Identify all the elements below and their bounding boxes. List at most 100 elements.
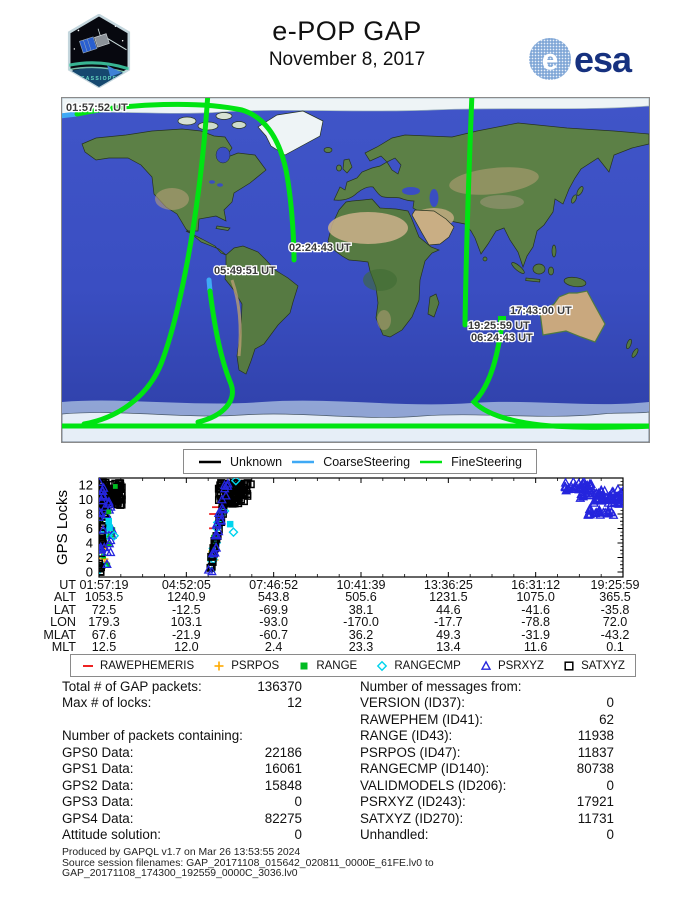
series-legend-label: SATXYZ [581,659,625,672]
axis-table-cell: 16:31:12 [511,578,561,592]
series-legend-item: SATXYZ [562,660,625,672]
stats-label: GPS0 Data: [62,744,134,760]
patch-mission-name: CASSIOPE [81,76,117,82]
marker-psrxyz [607,495,618,505]
series-legend-label: PSRPOS [231,659,280,672]
stats-row: Attitude solution: 0 [62,827,302,843]
stats-value: 11938 [577,728,614,744]
stats-value: 16061 [264,761,302,777]
axis-table-cell: 543.8 [257,590,290,605]
footer-source-files-2: GAP_20171108_174300_192559_0000C_3036.lv… [62,868,298,880]
stats-row: GPS3 Data: 0 [62,794,302,810]
legend-line-swatch [292,460,315,463]
axis-table-row-header: UT [59,578,76,592]
stats-value: 22186 [264,744,302,760]
axis-table-cell: -170.0 [343,615,379,630]
stats-label: Total # of GAP packets: [62,679,202,694]
track-1743-descent [470,320,657,430]
axis-table-row-header: MLT [51,640,76,655]
stats-row: PSRPOS (ID47): 11837 [360,745,614,761]
series-legend-item: PSRXYZ [479,660,544,672]
esa-globe-e: e [542,44,559,77]
series-legend-label: RANGE [316,659,358,672]
marker-psrxyz [99,507,105,517]
marker-satxyz [246,480,255,489]
axis-table-cell: 72.0 [602,615,628,630]
series-marker-swatch [300,662,308,669]
marker-psrxyz [597,495,607,505]
steering-legend-item: FineSteering [419,455,522,469]
track-1925-end [462,90,475,328]
stats-row: Unhandled: 0 [360,827,614,843]
axis-table-cell: -93.0 [259,615,289,630]
marker-satxyz [239,483,248,492]
marker-psrxyz [105,546,116,557]
series-legend-label: RAWEPHEMERIS [100,659,195,672]
stats-value: 82275 [264,810,302,826]
marker-satxyz [243,491,252,500]
marker-rangecmp [106,524,113,532]
axis-table-cell: -35.8 [600,602,630,617]
axis-table-cell: 49.3 [436,627,461,642]
marker-psrxyz [99,478,105,486]
marker-satxyz [113,499,122,508]
marker-psrxyz [203,564,214,574]
marker-satxyz [231,493,240,502]
marker-psrxyz [569,482,580,492]
marker-satxyz [108,493,117,502]
stats-row: Number of messages from: [360,679,614,695]
plot-frame [98,477,624,578]
stats-label: Max # of locks: [62,695,152,711]
legend-label: FineSteering [451,454,522,469]
marker-psrxyz [217,502,227,513]
marker-rangecmp [228,527,239,538]
marker-psrxyz [576,479,587,490]
axis-table-cell: 23.3 [348,640,374,655]
stats-value: 11837 [577,744,614,760]
axis-table-cell: 365.5 [599,590,631,605]
legend-line-swatch [420,460,443,463]
marker-psrxyz [595,509,606,519]
axis-table-cell: 1053.5 [84,590,124,605]
marker-psrxyz [99,482,109,492]
steering-legend: Unknown CoarseSteering FineSteering [183,449,537,474]
series-legend: RAWEPHEMERIS PSRPOS RANGE RANGECMP PSRXYZ SAT… [70,654,636,677]
footer-produced-by: Produced by GAPQL v1.7 on Mar 26 13:53:5… [62,847,301,858]
y-tick-label: 8 [86,507,93,522]
axis-table-cell: 179.3 [88,615,120,630]
axis-table-cell: 72.5 [91,602,117,617]
track-ascending-west [81,89,211,427]
axis-table-cell: 01:57:19 [79,578,129,592]
axis-value-table: UT ALT LAT LON MLAT MLT 01:57:19 1053.5 72.5 179.… [0,578,695,656]
axis-table-cell: -41.6 [521,602,551,617]
marker-psrxyz [585,490,595,500]
axis-table-cell: 0.1 [606,640,624,655]
marker-psrxyz [616,494,623,505]
marker-psrxyz [602,508,613,518]
marker-psrxyz [207,566,217,576]
marker-psrxyz [560,482,571,492]
marker-rangecmp [105,518,112,525]
series-legend-label: RANGECMP [394,659,461,672]
marker-rangecmp [109,530,120,541]
stats-row: GPS2 Data: 15848 [62,778,302,794]
series-marker-swatch [564,660,574,671]
marker-psrxyz [216,515,226,525]
ground-track-map: 01:57:52 UT 02:24:43 UT 05:49:51 UT 17:43:0… [55,89,657,443]
marker-psrxyz [582,485,592,495]
steering-legend-item: Unknown [198,455,282,469]
axis-table-cell: 04:52:05 [161,578,211,592]
marker-satxyz [99,537,107,546]
marker-psrxyz [99,544,107,554]
stats-value: 0 [606,827,614,843]
stats-label: PSRXYZ (ID243): [360,794,466,810]
stats-label: GPS2 Data: [62,777,134,793]
marker-psrxyz [102,558,112,568]
marker-rangecmp [226,520,234,528]
axis-table-cell: 1231.5 [429,590,468,605]
stats-value: 62 [599,711,614,727]
map-time-label: 06:24:43 UT [471,332,533,344]
axis-table-row-header: LON [50,615,76,630]
axis-table-cell: 13:36:25 [423,578,473,592]
